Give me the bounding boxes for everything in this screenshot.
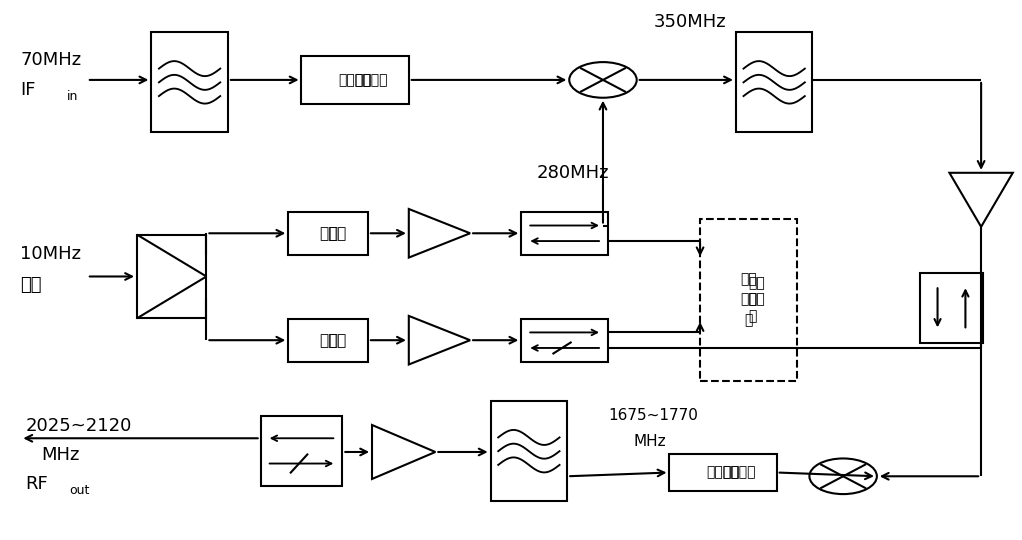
Bar: [151, 32, 228, 132]
Text: 10MHz: 10MHz: [20, 245, 82, 263]
Bar: [261, 416, 342, 486]
Bar: [301, 56, 409, 104]
Text: 匹配网络: 匹配网络: [355, 73, 388, 87]
Bar: [736, 32, 812, 132]
Text: IF: IF: [20, 81, 36, 99]
Text: 2025~2120: 2025~2120: [26, 416, 132, 435]
Bar: [491, 401, 567, 501]
Text: 小环
接收
机: 小环 接收 机: [748, 276, 764, 323]
Bar: [288, 212, 368, 255]
Text: 数控衰减: 数控衰减: [706, 465, 740, 480]
Text: 本振: 本振: [319, 226, 337, 241]
Bar: [669, 454, 777, 491]
Bar: [137, 234, 206, 319]
Text: 参考: 参考: [20, 276, 42, 294]
Text: MHz: MHz: [634, 434, 666, 449]
Text: 匹配网络: 匹配网络: [338, 73, 372, 87]
Text: 本振: 本振: [328, 226, 346, 241]
Text: 70MHz: 70MHz: [20, 51, 82, 70]
Text: 280MHz: 280MHz: [537, 164, 609, 182]
Text: 350MHz: 350MHz: [654, 12, 727, 31]
Bar: [700, 219, 797, 381]
Text: RF: RF: [26, 475, 48, 494]
Text: 频综: 频综: [328, 333, 346, 348]
Text: 数控衰减: 数控衰减: [723, 465, 756, 480]
Text: in: in: [66, 90, 78, 103]
Text: 1675~1770: 1675~1770: [608, 408, 698, 423]
Text: out: out: [69, 484, 90, 497]
Text: 频综: 频综: [319, 333, 337, 348]
Text: MHz: MHz: [41, 446, 80, 464]
Bar: [920, 273, 983, 343]
Bar: [288, 319, 368, 362]
Bar: [521, 212, 608, 255]
Bar: [521, 319, 608, 362]
Text: 小环
接收
机: 小环 接收 机: [740, 272, 757, 327]
